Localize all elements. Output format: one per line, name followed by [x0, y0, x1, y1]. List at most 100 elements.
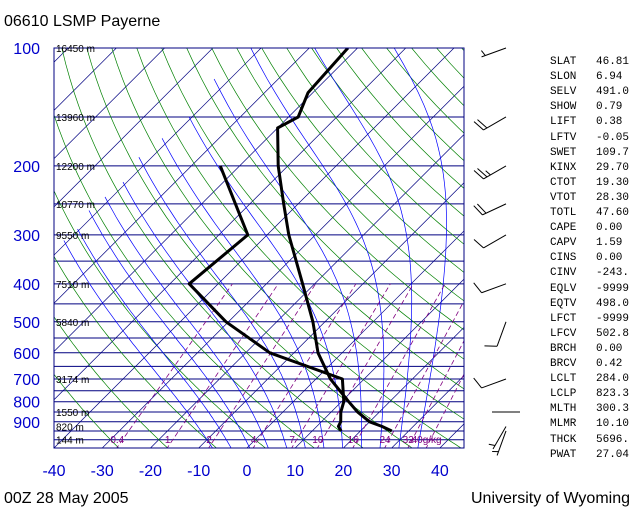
wind-barb-feather [473, 239, 484, 249]
wind-barb-staff [496, 430, 507, 456]
mixing-ratio-label: 1 [165, 435, 171, 446]
wind-barb-feather [473, 205, 483, 216]
index-name: THCK [550, 433, 577, 446]
y-tick-label: 700 [13, 372, 40, 389]
index-name: CINS [550, 252, 577, 265]
dry-adiabat-line [54, 113, 315, 448]
wind-barb-staff [483, 165, 507, 180]
y-tick-label: 900 [13, 415, 40, 432]
moist-adiabat-line [213, 78, 362, 448]
index-value: 19.30 [596, 176, 630, 189]
isotherm-line [54, 48, 214, 208]
mixing-ratio-label: 4 [251, 435, 257, 446]
mixing-ratio-label: 24 [379, 435, 391, 446]
index-row-mlmr: MLMR 10.10 [550, 418, 629, 430]
x-tick-label: -10 [187, 463, 210, 480]
index-row-selv: SELV 491.0 [550, 86, 629, 98]
y-tick-label: 400 [13, 277, 40, 294]
index-value: -9999 [596, 282, 630, 295]
x-tick-label: -40 [42, 463, 65, 480]
index-value: 29.70 [596, 161, 630, 174]
isotherm-line [54, 48, 407, 401]
mixing-ratio-label: 40g/kg [412, 435, 442, 446]
height-label: 9550 m [56, 231, 89, 242]
mixing-ratio-label: 7 [289, 435, 295, 446]
mixing-ratio-label: 2 [206, 435, 212, 446]
dry-adiabat-line [186, 48, 464, 360]
index-row-brcv: BRCV 0.42 [550, 358, 622, 370]
index-value: 300.3 [596, 403, 630, 416]
dry-adiabat-line [136, 48, 464, 420]
source-credit: University of Wyoming [470, 490, 630, 507]
index-name: BRCH [550, 342, 577, 355]
mixing-ratio-label: 32 [403, 435, 415, 446]
index-row-eqlv: EQLV -9999 [550, 283, 629, 295]
wind-barb-feather [477, 119, 488, 129]
x-tick-label: -20 [139, 463, 162, 480]
y-tick-label: 100 [13, 41, 40, 58]
mixing-ratio-label: 0.4 [110, 435, 124, 446]
index-name: CINV [550, 267, 577, 280]
index-name: LCLP [550, 388, 577, 401]
moist-adiabat-line [63, 240, 213, 448]
height-label: 12200 m [56, 162, 95, 173]
wind-barb-staff [481, 283, 507, 294]
x-tick-label: -30 [91, 463, 114, 480]
index-row-thck: THCK 5696. [550, 434, 629, 446]
index-value: 0.79 [596, 101, 623, 114]
index-row-pwat: PWAT 27.04 [550, 449, 629, 461]
index-value: 0.00 [596, 252, 623, 265]
index-name: CAPE [550, 222, 577, 235]
mixing-ratio-line [316, 283, 414, 448]
index-row-brch: BRCH 0.00 [550, 343, 622, 355]
index-value: 284.0 [596, 373, 630, 386]
index-name: SELV [550, 86, 577, 99]
dry-adiabat-line [111, 48, 462, 448]
wind-barb-half-feather [481, 50, 486, 56]
y-tick-label: 300 [13, 228, 40, 245]
wind-barb [473, 377, 507, 389]
isotherm-line [391, 375, 464, 448]
moist-adiabat-line [77, 228, 232, 448]
height-label: 144 m [56, 436, 84, 447]
wind-barb [481, 47, 507, 58]
dry-adiabat-line [286, 48, 464, 245]
y-tick-label: 600 [13, 346, 40, 363]
height-label: 5840 m [56, 318, 89, 329]
dry-adiabat-line [61, 48, 364, 448]
isotherm-line [54, 48, 310, 304]
index-row-slon: SLON 6.94 [550, 71, 622, 83]
height-label: 3174 m [56, 375, 89, 386]
moist-adiabat-line [122, 181, 288, 448]
index-value: 47.60 [596, 207, 630, 219]
index-value: 27.04 [596, 448, 630, 461]
wind-barb [484, 321, 507, 347]
y-tick-label: 500 [13, 315, 40, 332]
x-tick-label: 40 [431, 463, 449, 480]
isotherm-line [54, 48, 165, 160]
index-name: VTOT [550, 191, 577, 204]
height-label: 1550 m [56, 408, 89, 419]
index-name: KINX [550, 161, 577, 174]
wind-barb-staff [492, 426, 507, 450]
index-name: TOTL [550, 207, 577, 219]
index-value: 10.10 [596, 418, 630, 431]
index-name: BRCV [550, 358, 577, 370]
dry-adiabat-line [54, 373, 120, 448]
index-name: SHOW [550, 101, 577, 114]
dry-adiabat-line [54, 316, 169, 448]
index-row-cape: CAPE 0.00 [550, 222, 622, 234]
wind-barb-staff [483, 234, 507, 249]
index-name: SLAT [550, 56, 577, 68]
index-row-lift: LIFT 0.38 [550, 116, 622, 128]
index-row-kinx: KINX 29.70 [550, 162, 629, 174]
wind-barb-staff [482, 203, 507, 216]
index-name: EQTV [550, 297, 577, 310]
wind-barb-half-feather [488, 443, 496, 446]
index-value: 109.7 [596, 146, 630, 159]
index-value: 28.30 [596, 191, 630, 204]
y-tick-label: 800 [13, 395, 40, 412]
height-label: 820 m [56, 422, 84, 433]
isotherm-line [101, 85, 464, 448]
